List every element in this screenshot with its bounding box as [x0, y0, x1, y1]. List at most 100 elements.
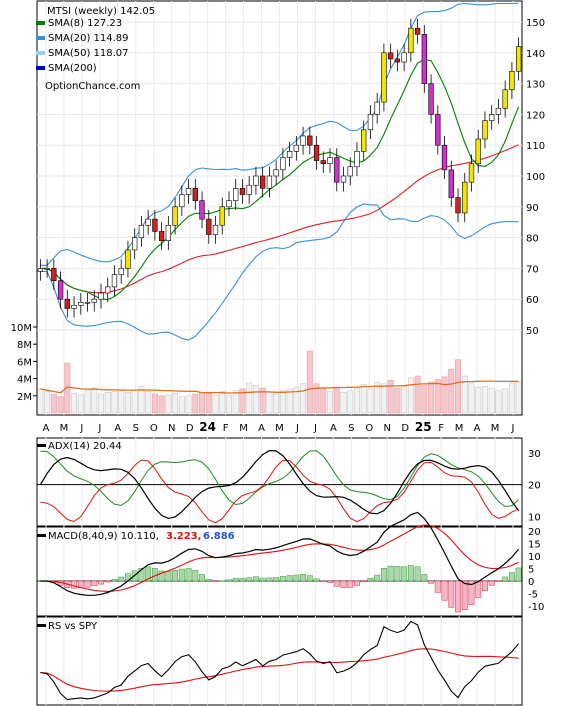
x-tick-label: D — [186, 423, 194, 434]
x-tick-label: F — [223, 423, 229, 434]
macd-histogram-bar — [91, 580, 98, 587]
volume-bar — [387, 380, 394, 414]
macd-signal-line — [40, 524, 519, 592]
macd-histogram-bar — [239, 578, 246, 582]
macd-histogram-bar — [502, 576, 509, 582]
sma8-line — [40, 58, 520, 301]
volume-bar — [192, 393, 199, 414]
volume-bar — [455, 359, 462, 414]
candle-body — [327, 157, 333, 164]
macd-histogram-bar — [185, 568, 192, 582]
macd-histogram-bar — [428, 580, 435, 584]
macd-histogram-bar — [360, 580, 367, 583]
candle-body — [387, 52, 394, 60]
volume-bar — [481, 386, 488, 414]
x-tick-label: O — [365, 423, 373, 434]
x-tick-label: J — [511, 423, 515, 434]
volume-bar — [104, 392, 111, 414]
candle-body — [340, 175, 347, 183]
candle-body — [138, 224, 145, 238]
macd-histogram-bar — [293, 574, 300, 582]
volume-bar — [401, 386, 408, 414]
candle-body — [428, 83, 434, 115]
candle-body — [219, 206, 225, 226]
macd-histogram-bar — [475, 580, 482, 599]
macd-histogram-bar — [111, 579, 118, 582]
legend-sma50: SMA(50) 118.07 — [48, 48, 129, 59]
candle-body — [347, 166, 353, 177]
macd-histogram-bar — [71, 580, 77, 589]
macd-histogram-bar — [482, 580, 488, 591]
rs-line — [40, 620, 520, 701]
candle-body — [475, 138, 481, 164]
volume-bar — [448, 368, 455, 414]
candle-body — [78, 301, 84, 306]
chart-title: MTSI (weekly) 142.05 — [47, 6, 155, 17]
volume-bar — [212, 394, 219, 414]
macd-histogram-bar — [508, 572, 515, 582]
y-tick-label: 50 — [526, 326, 539, 337]
volume-bar — [124, 392, 131, 414]
x-tick-label: S — [133, 423, 139, 434]
volume-bar — [300, 383, 307, 414]
volume-bar — [219, 391, 226, 414]
macd-histogram-bar — [333, 580, 340, 587]
x-tick-label: 24 — [199, 420, 216, 434]
candle-body — [98, 292, 104, 300]
volume-bar — [64, 362, 71, 414]
adx-title: ADX(14) 20.44 — [37, 441, 122, 452]
macd-histogram-bar — [306, 575, 313, 582]
candle-body — [421, 34, 427, 84]
x-tick-label: J — [313, 423, 317, 434]
candle-body — [51, 268, 57, 282]
volume-bar — [428, 381, 435, 414]
volume-bar — [91, 387, 98, 414]
macd-histogram-bar — [226, 579, 232, 582]
candle-body — [91, 298, 97, 303]
x-tick-label: M — [275, 423, 284, 434]
x-tick-label: 25 — [415, 420, 432, 434]
candle-body — [246, 184, 252, 195]
candle-body — [266, 175, 273, 189]
candle-body — [125, 249, 131, 269]
volume-bar — [165, 394, 172, 414]
macd-histogram-bar — [172, 570, 179, 582]
macd-histogram-bar — [515, 567, 522, 582]
volume-bar — [205, 392, 212, 414]
y-tick-label: 90 — [526, 203, 539, 214]
macd-histogram-bar — [380, 568, 387, 582]
volume-tick-label: 2M — [17, 392, 32, 403]
candle-body — [226, 200, 232, 208]
candle-body — [489, 114, 495, 121]
candle-body — [111, 274, 118, 288]
candle-body — [307, 135, 313, 146]
x-tick-label: N — [384, 423, 391, 434]
candle-body — [152, 218, 158, 232]
legend: SMA(8) 127.23 SMA(20) 114.89 SMA(50) 118… — [36, 18, 140, 92]
macd-histogram-bar — [212, 580, 219, 582]
macd-tick-label: 15 — [528, 540, 541, 551]
candle-body — [253, 175, 259, 186]
volume-bar — [374, 381, 381, 414]
adx-line — [39, 449, 520, 520]
macd-histogram-bar — [434, 580, 441, 593]
macd-histogram-bar — [455, 580, 461, 613]
volume-tick-label: 10M — [11, 323, 32, 334]
macd-histogram-bar — [327, 580, 333, 583]
minus-di-line — [40, 459, 519, 524]
volume-bar — [306, 350, 313, 414]
y-tick-label: 140 — [526, 49, 545, 60]
macd-histogram-bar — [374, 574, 381, 582]
macd-histogram-bar — [273, 577, 280, 582]
volume-bar — [84, 390, 91, 414]
volume-bar — [333, 386, 340, 414]
volume-bar — [44, 391, 51, 414]
candle-body — [84, 301, 91, 304]
volume-bar — [185, 395, 192, 414]
volume-bar — [279, 390, 286, 414]
macd-histogram-bar — [165, 571, 172, 582]
volume-bar — [360, 384, 367, 414]
candle-body — [367, 114, 374, 131]
macd-histogram-bar — [98, 580, 104, 585]
